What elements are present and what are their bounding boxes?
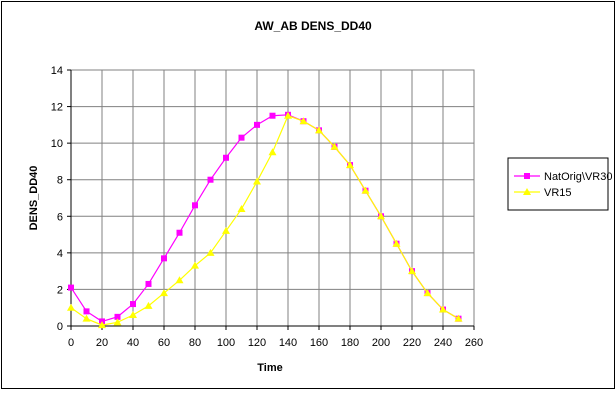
data-point	[268, 148, 277, 156]
data-point	[439, 305, 447, 313]
y-tick-label: 12	[51, 102, 63, 114]
data-point	[192, 202, 198, 209]
legend-swatch-marker	[523, 188, 531, 195]
x-tick-labels: 0 20 40 60 80 100 120 140 160 180 200 220 240 260	[68, 337, 483, 349]
data-point	[144, 301, 153, 309]
x-axis-title: Time	[257, 362, 282, 374]
legend-swatch-marker	[524, 173, 530, 179]
data-point	[98, 321, 106, 329]
plot-area	[70, 69, 475, 327]
data-point	[161, 255, 167, 262]
data-point	[423, 289, 432, 297]
y-tick-label: 4	[57, 248, 63, 260]
x-tick-label: 40	[127, 337, 139, 349]
y-tick-labels: 0 2 4 6 8 10 12 14	[51, 65, 63, 333]
legend-item: VR15	[514, 187, 572, 199]
data-point	[176, 229, 183, 236]
data-point	[83, 308, 90, 315]
data-point	[82, 314, 91, 322]
data-point	[114, 313, 121, 320]
x-tick-label: 240	[434, 337, 452, 349]
data-point	[454, 314, 463, 322]
data-point	[361, 186, 370, 194]
x-tick-label: 20	[96, 337, 108, 349]
data-point	[330, 142, 339, 150]
data-point	[129, 311, 137, 319]
series-layer	[67, 111, 463, 329]
x-tick-label: 180	[341, 337, 359, 349]
data-point	[130, 301, 136, 308]
data-point	[113, 318, 122, 326]
y-tick-label: 10	[51, 138, 63, 150]
x-tick-label: 60	[158, 337, 170, 349]
data-point	[315, 126, 323, 134]
data-point	[377, 212, 385, 220]
data-point	[207, 176, 214, 183]
data-point	[223, 154, 229, 161]
x-tick-label: 220	[403, 337, 421, 349]
data-point	[408, 267, 416, 275]
chart-title: AW_AB DENS_DD40	[254, 19, 372, 33]
data-point	[237, 204, 246, 212]
data-point	[392, 239, 401, 247]
y-tick-label: 6	[57, 211, 63, 223]
legend-items: NatOrig\VR30 VR15	[514, 171, 612, 199]
data-point	[145, 280, 152, 287]
data-point	[222, 226, 230, 234]
x-tick-label: 200	[372, 337, 390, 349]
data-point	[175, 276, 184, 284]
y-axis-title: DENS_DD40	[28, 166, 40, 231]
legend: NatOrig\VR30 VR15	[507, 157, 612, 211]
data-point	[191, 261, 199, 269]
data-point	[346, 161, 354, 169]
x-tick-label: 0	[68, 337, 74, 349]
data-point	[206, 248, 215, 256]
data-point	[67, 303, 75, 311]
data-point	[68, 284, 74, 291]
series-vr15	[67, 111, 463, 329]
data-point	[299, 117, 308, 125]
data-point	[253, 177, 261, 185]
axes	[67, 69, 475, 330]
y-tick-label: 14	[51, 65, 63, 77]
legend-label: NatOrig\VR30	[544, 171, 612, 183]
data-point	[284, 111, 292, 119]
y-tick-label: 0	[57, 321, 63, 333]
series-line	[70, 114, 459, 326]
x-tick-label: 100	[217, 337, 235, 349]
x-tick-label: 160	[310, 337, 328, 349]
x-tick-label: 120	[248, 337, 266, 349]
data-point	[254, 121, 260, 128]
data-point	[238, 134, 245, 141]
x-tick-label: 80	[189, 337, 201, 349]
legend-item: NatOrig\VR30	[514, 171, 612, 183]
legend-box	[507, 157, 609, 211]
y-tick-label: 2	[57, 284, 63, 296]
x-tick-label: 140	[279, 337, 297, 349]
x-tick-label: 260	[465, 337, 483, 349]
data-point	[160, 289, 168, 297]
legend-label: VR15	[544, 187, 572, 199]
y-tick-label: 8	[57, 175, 63, 187]
data-point	[269, 112, 276, 119]
